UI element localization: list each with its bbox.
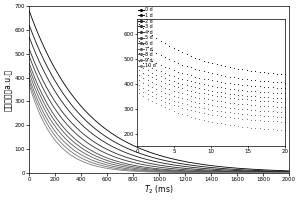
Y-axis label: 信号强度（a.u.）: 信号强度（a.u.） [4, 68, 13, 111]
X-axis label: $T_2$ (ms): $T_2$ (ms) [144, 183, 174, 196]
Legend: 0 d, 1 d, 2 d, 3 d, 4 d, 5 d, 6 d, 7 d, 8 d, 9 d, 10 d: 0 d, 1 d, 2 d, 3 d, 4 d, 5 d, 6 d, 7 d, … [138, 7, 157, 69]
